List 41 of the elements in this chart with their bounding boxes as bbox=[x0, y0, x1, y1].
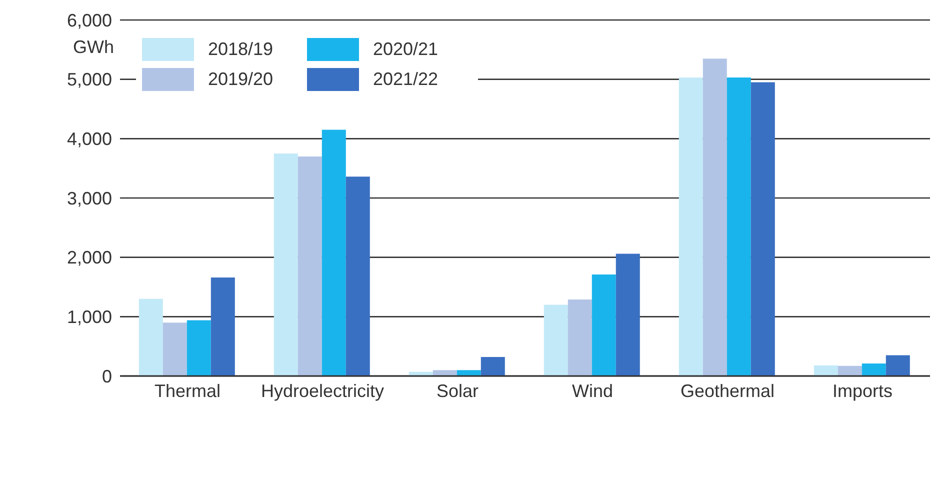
legend-label: 2018/19 bbox=[208, 38, 274, 60]
bar bbox=[678, 78, 703, 376]
bar bbox=[138, 298, 163, 376]
bar bbox=[544, 304, 568, 376]
bar bbox=[862, 364, 886, 376]
bar bbox=[838, 366, 862, 376]
y-tick-label: 3,000 bbox=[66, 188, 112, 208]
bar bbox=[432, 370, 457, 376]
y-tick-label: 6,000 bbox=[66, 10, 112, 30]
y-tick-label: 5,000 bbox=[66, 70, 112, 90]
legend-label: 2019/20 bbox=[208, 68, 274, 90]
bar bbox=[456, 370, 481, 376]
bar bbox=[568, 299, 592, 376]
bar bbox=[274, 154, 298, 376]
x-tick-label: Geothermal bbox=[680, 380, 775, 401]
bar bbox=[592, 274, 616, 376]
y-tick-label: 0 bbox=[102, 366, 112, 386]
bar bbox=[886, 355, 910, 376]
legend-label: 2021/22 bbox=[373, 68, 438, 90]
x-tick-label: Imports bbox=[832, 380, 893, 401]
bar bbox=[702, 58, 727, 376]
bar bbox=[298, 156, 322, 376]
x-tick-label: Hydroelectricity bbox=[260, 380, 384, 401]
bar bbox=[322, 130, 346, 376]
bar bbox=[210, 278, 235, 376]
bar bbox=[480, 357, 505, 376]
y-axis-title: GWh bbox=[72, 36, 114, 57]
y-tick-label: 4,000 bbox=[66, 129, 112, 150]
bar bbox=[346, 176, 370, 376]
bar bbox=[616, 254, 640, 376]
bar bbox=[814, 365, 838, 376]
x-tick-label: Thermal bbox=[154, 380, 221, 401]
y-tick-label: 2,000 bbox=[66, 248, 112, 268]
x-tick-label: Wind bbox=[572, 380, 614, 401]
bar bbox=[162, 322, 187, 376]
bar bbox=[726, 78, 751, 376]
legend-label: 2020/21 bbox=[373, 38, 438, 60]
y-tick-label: 1,000 bbox=[66, 307, 112, 328]
bar bbox=[750, 82, 775, 376]
x-tick-label: Solar bbox=[436, 380, 479, 401]
bar bbox=[186, 320, 211, 376]
